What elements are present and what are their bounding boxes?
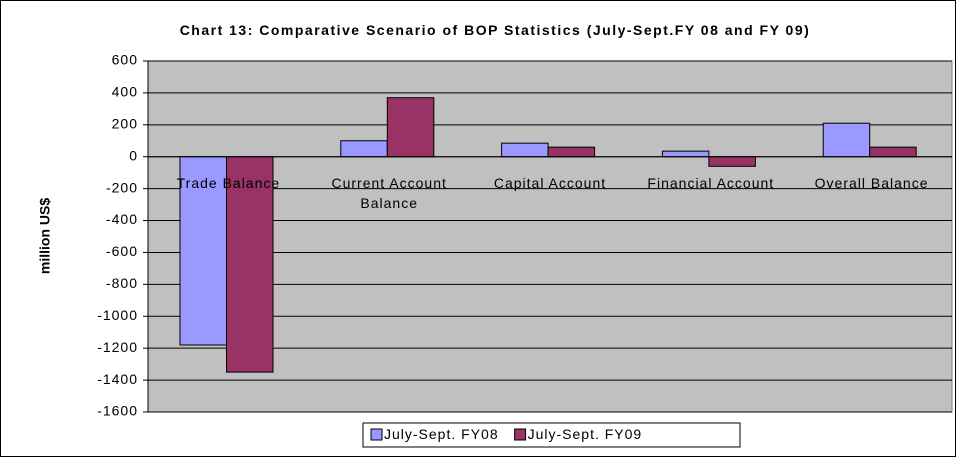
y-tick-label: -400 [106,211,138,227]
legend-label: July-Sept. FY09 [528,426,643,442]
y-tick-label: -1400 [97,371,138,387]
x-tick-label: Capital Account [493,174,607,191]
bar [386,97,435,158]
y-tick-label: 0 [129,147,138,163]
y-tick-label: -200 [106,179,138,195]
x-tick-label: Current Account Balance [331,174,447,211]
bar [226,156,274,373]
y-tick-label: -1000 [97,307,138,323]
legend-box [362,422,741,448]
x-tick-label: Trade Balance [176,174,281,191]
y-tick-label: -1600 [97,403,138,419]
bar [547,146,596,158]
bar [179,156,227,346]
bar [661,150,710,158]
bar [822,122,871,158]
y-axis-label: million US$ [37,198,53,274]
bar [340,140,388,158]
legend-swatch [370,428,383,441]
legend-label: July-Sept. FY08 [384,426,499,442]
y-tick-label: 200 [112,116,138,132]
y-tick-label: -800 [106,275,138,291]
chart-title: Chart 13: Comparative Scenario of BOP St… [179,22,811,38]
legend-swatch [514,428,527,441]
x-tick-label: Financial Account [647,174,775,191]
plot-area [147,60,953,413]
y-tick-label: 400 [112,84,138,100]
bar [501,142,549,158]
x-tick-label: Overall Balance [814,174,929,191]
bar [869,146,917,158]
y-tick-label: 600 [112,52,138,68]
y-tick-label: -1200 [97,339,138,355]
bar [708,156,756,167]
y-tick-label: -600 [106,243,138,259]
